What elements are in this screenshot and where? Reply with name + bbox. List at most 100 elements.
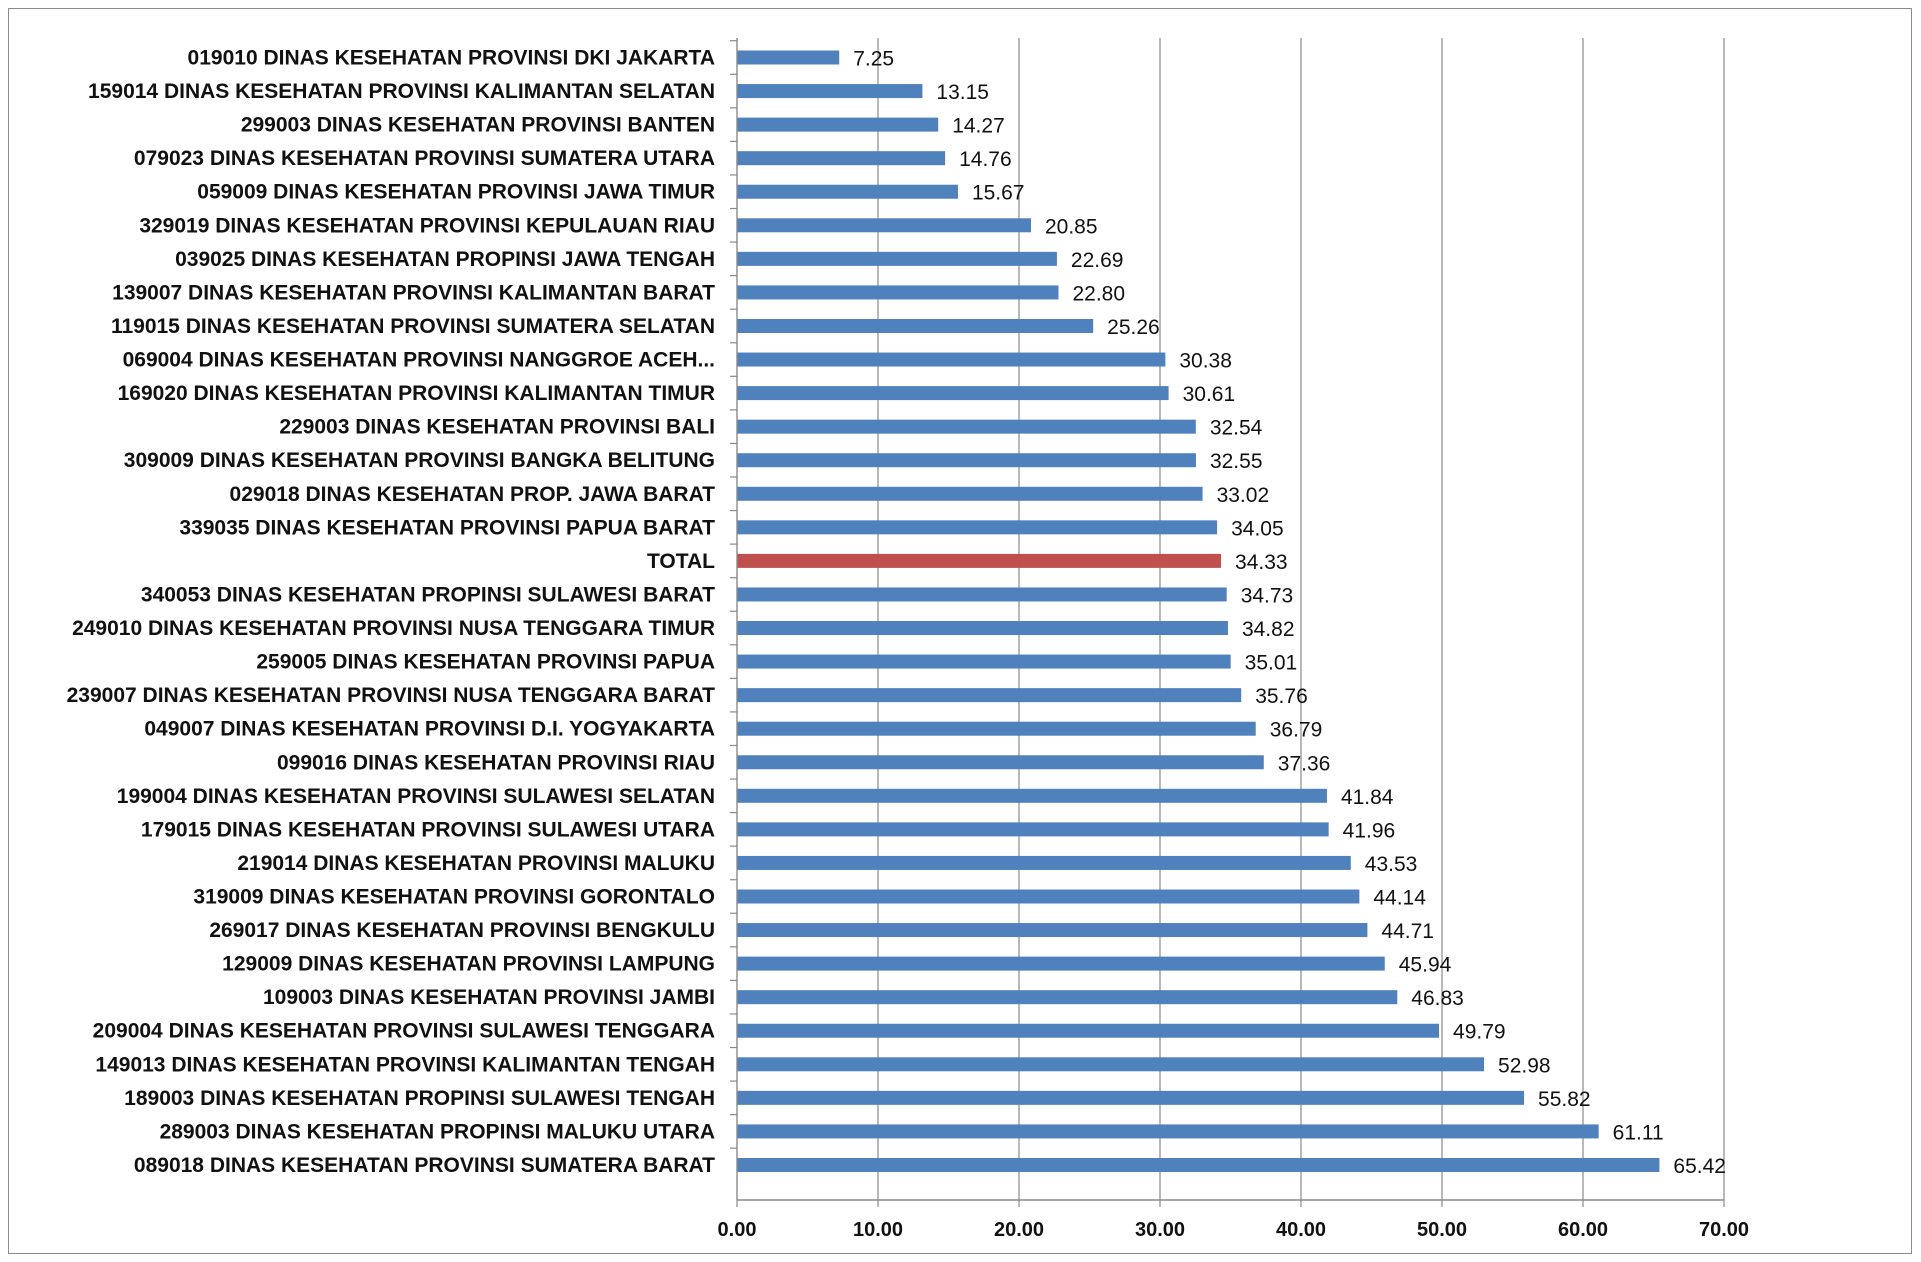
category-label: 159014 DINAS KESEHATAN PROVINSI KALIMANT… [88,80,715,103]
bar [737,855,1351,870]
bar [737,889,1360,904]
category-label: 340053 DINAS KESEHATAN PROPINSI SULAWESI… [141,583,715,606]
data-label: 61.11 [1613,1121,1664,1144]
category-label: 079023 DINAS KESEHATAN PROVINSI SUMATERA… [134,147,715,170]
bar [737,419,1196,434]
category-label: 119015 DINAS KESEHATAN PROVINSI SUMATERA… [111,315,715,338]
data-label: 35.76 [1255,685,1308,708]
labels: 019010 DINAS KESEHATAN PROVINSI DKI JAKA… [67,47,1726,1178]
data-label: 20.85 [1045,215,1098,238]
x-tick-label: 10.00 [853,1219,903,1241]
bar [737,318,1094,333]
bar [737,788,1327,803]
data-label: 32.54 [1210,417,1263,440]
data-label: 49.79 [1453,1021,1506,1044]
category-label: 169020 DINAS KESEHATAN PROVINSI KALIMANT… [118,382,715,405]
bar [737,285,1059,300]
category-label: 229003 DINAS KESEHATAN PROVINSI BALI [279,416,715,439]
bar [737,218,1031,233]
category-label: 149013 DINAS KESEHATAN PROVINSI KALIMANT… [95,1053,715,1076]
data-label: 65.42 [1673,1155,1726,1178]
data-label: 34.33 [1235,551,1288,574]
bar [737,151,946,166]
data-label: 15.67 [972,182,1025,205]
bar [737,822,1329,837]
data-label: 33.02 [1217,484,1270,507]
data-label: 55.82 [1538,1088,1591,1111]
bar [737,1157,1660,1172]
bar [737,117,939,132]
x-tick-label: 50.00 [1417,1219,1467,1241]
data-label: 30.61 [1183,383,1236,406]
category-label: 189003 DINAS KESEHATAN PROPINSI SULAWESI… [124,1087,715,1110]
category-label: 089018 DINAS KESEHATAN PROVINSI SUMATERA… [134,1154,715,1177]
category-label: 289003 DINAS KESEHATAN PROPINSI MALUKU U… [160,1120,715,1143]
category-label: 059009 DINAS KESEHATAN PROVINSI JAWA TIM… [197,181,715,204]
data-label: 44.71 [1381,920,1434,943]
bar [737,251,1057,266]
data-label: 34.73 [1241,584,1294,607]
bar [737,990,1398,1005]
category-label: 049007 DINAS KESEHATAN PROVINSI D.I. YOG… [144,718,715,741]
axes: 0.00 10.00 20.00 30.00 40.00 50.00 60.00 70.00 [718,38,1749,1241]
category-label: 209004 DINAS KESEHATAN PROVINSI SULAWESI… [93,1020,715,1043]
bar [737,520,1218,535]
x-tick-label: 20.00 [994,1219,1044,1241]
data-label: 7.25 [853,48,894,71]
category-label: 109003 DINAS KESEHATAN PROVINSI JAMBI [263,986,715,1009]
category-label: 029018 DINAS KESEHATAN PROP. JAWA BARAT [230,483,716,506]
data-label: 25.26 [1107,316,1160,339]
bar [737,1090,1525,1105]
x-tick-label: 30.00 [1135,1219,1185,1241]
bar [737,654,1231,669]
category-label: 139007 DINAS KESEHATAN PROVINSI KALIMANT… [112,281,715,304]
bar [737,453,1196,468]
bar [737,1023,1440,1038]
bar [737,1124,1599,1139]
bar [737,50,840,65]
category-label: 319009 DINAS KESEHATAN PROVINSI GORONTAL… [193,886,715,909]
x-tick-label: 0.00 [718,1219,757,1241]
data-label: 36.79 [1270,719,1323,742]
data-label: 30.38 [1179,350,1232,373]
data-label: 34.05 [1231,517,1284,540]
data-label: 35.01 [1245,652,1298,675]
category-label: 069004 DINAS KESEHATAN PROVINSI NANGGROE… [123,349,715,372]
category-label: 269017 DINAS KESEHATAN PROVINSI BENGKULU [209,919,715,942]
data-label: 43.53 [1365,853,1418,876]
category-label: 309009 DINAS KESEHATAN PROVINSI BANGKA B… [124,449,715,472]
category-label: 299003 DINAS KESEHATAN PROVINSI BANTEN [241,114,715,137]
x-tick-label: 60.00 [1558,1219,1608,1241]
category-label: 019010 DINAS KESEHATAN PROVINSI DKI JAKA… [188,47,715,70]
data-label: 22.80 [1072,282,1125,305]
data-label: 14.27 [952,115,1005,138]
bar [737,721,1256,736]
bars [737,50,1660,1172]
category-label: 039025 DINAS KESEHATAN PROPINSI JAWA TEN… [175,248,715,271]
bar [737,84,923,99]
category-label: 239007 DINAS KESEHATAN PROVINSI NUSA TEN… [67,684,716,707]
bar [737,621,1228,636]
bar [737,923,1368,938]
category-label: 219014 DINAS KESEHATAN PROVINSI MALUKU [237,852,715,875]
data-label: 37.36 [1278,752,1331,775]
data-label: 34.82 [1242,618,1295,641]
bar [737,1057,1485,1072]
data-label: 14.76 [959,148,1012,171]
category-label: 259005 DINAS KESEHATAN PROVINSI PAPUA [256,651,715,674]
bar [737,956,1385,971]
data-label: 44.14 [1373,887,1426,910]
x-tick-label: 70.00 [1699,1219,1749,1241]
category-label: 129009 DINAS KESEHATAN PROVINSI LAMPUNG [222,953,715,976]
bar [737,688,1242,703]
data-label: 41.84 [1341,786,1394,809]
category-label: 099016 DINAS KESEHATAN PROVINSI RIAU [277,751,715,774]
data-label: 32.55 [1210,450,1263,473]
x-tick-label: 40.00 [1276,1219,1326,1241]
bar [737,486,1203,501]
category-label: TOTAL [647,550,715,573]
category-label: 199004 DINAS KESEHATAN PROVINSI SULAWESI… [117,785,715,808]
data-label: 46.83 [1411,987,1464,1010]
category-label: 329019 DINAS KESEHATAN PROVINSI KEPULAUA… [139,214,715,237]
